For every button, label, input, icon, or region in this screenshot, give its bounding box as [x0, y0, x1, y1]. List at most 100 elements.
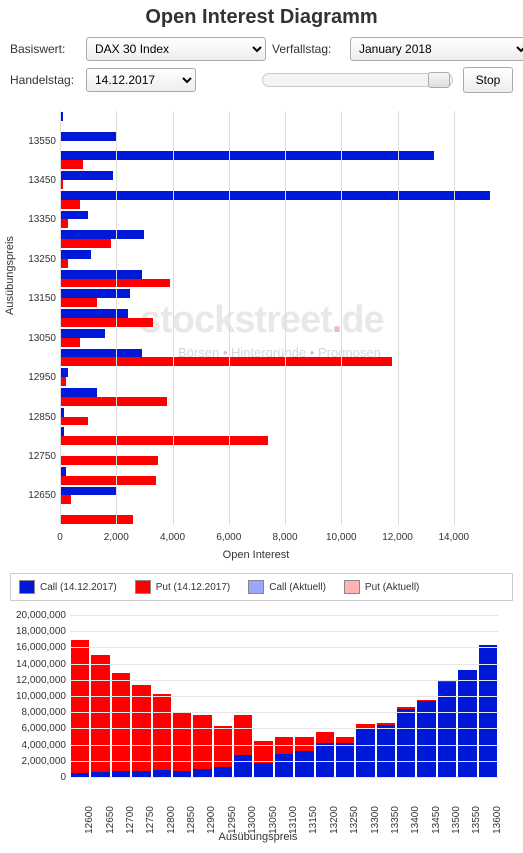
- call-bar: [60, 289, 130, 298]
- x-tick: 0: [57, 532, 63, 543]
- stacked-bar: [356, 724, 374, 777]
- x-tick-2: 13250: [349, 806, 360, 834]
- x-tick-2: 12750: [145, 806, 156, 834]
- stacked-bar: [193, 715, 211, 777]
- stacked-bar: [71, 640, 89, 777]
- call-seg: [397, 709, 415, 777]
- put-seg: [377, 723, 395, 725]
- call-bar: [60, 132, 116, 141]
- stacked-bar: [295, 737, 313, 777]
- put-bar: [60, 495, 71, 504]
- call-seg: [153, 770, 171, 777]
- handelstag-select[interactable]: 14.12.2017: [86, 68, 196, 92]
- x-tick-2: 13400: [410, 806, 421, 834]
- put-bar: [60, 160, 83, 169]
- y-tick-2: 8,000,000: [8, 707, 66, 718]
- call-bar: [60, 349, 142, 358]
- call-bar: [60, 171, 113, 180]
- put-seg: [417, 700, 435, 701]
- y-tick: 12750: [6, 451, 56, 462]
- put-seg: [316, 732, 334, 743]
- legend-label: Put (14.12.2017): [156, 582, 231, 593]
- y-tick-2: 4,000,000: [8, 740, 66, 751]
- date-slider[interactable]: [262, 73, 453, 87]
- cumulative-chart: Ausübungspreis 02,000,0004,000,0006,000,…: [8, 609, 508, 839]
- legend-item: Call (Aktuell): [248, 580, 326, 594]
- put-bar: [60, 318, 153, 327]
- x-tick: 8,000: [273, 532, 298, 543]
- put-bar: [60, 338, 80, 347]
- put-bar: [60, 259, 68, 268]
- y-tick-2: 2,000,000: [8, 756, 66, 767]
- x-tick: 6,000: [216, 532, 241, 543]
- stacked-bar: [397, 707, 415, 777]
- legend: Call (14.12.2017) Put (14.12.2017) Call (A…: [10, 573, 513, 601]
- x-tick: 12,000: [382, 532, 413, 543]
- call-bar: [60, 487, 116, 496]
- legend-swatch: [248, 580, 264, 594]
- x-tick: 4,000: [160, 532, 185, 543]
- legend-item: Put (14.12.2017): [135, 580, 231, 594]
- y-tick-2: 6,000,000: [8, 723, 66, 734]
- put-seg: [397, 707, 415, 709]
- x-tick-2: 13100: [288, 806, 299, 834]
- call-seg: [377, 725, 395, 777]
- x-tick: 10,000: [326, 532, 357, 543]
- y-tick-2: 18,000,000: [8, 626, 66, 637]
- stacked-bar: [275, 737, 293, 778]
- call-bar: [60, 250, 91, 259]
- y-tick-2: 0: [8, 772, 66, 783]
- open-interest-chart: Ausübungspreis Open Interest 02,0004,000…: [6, 105, 506, 565]
- y-tick-2: 16,000,000: [8, 642, 66, 653]
- stacked-bar: [214, 726, 232, 777]
- y-tick-2: 20,000,000: [8, 610, 66, 621]
- call-seg: [193, 769, 211, 777]
- x-tick-2: 12800: [166, 806, 177, 834]
- call-bar: [60, 270, 142, 279]
- y-tick: 12850: [6, 412, 56, 423]
- legend-swatch: [344, 580, 360, 594]
- legend-label: Put (Aktuell): [365, 582, 419, 593]
- call-bar: [60, 329, 105, 338]
- x-tick-2: 12650: [105, 806, 116, 834]
- put-bar: [60, 397, 167, 406]
- put-seg: [71, 640, 89, 773]
- y-tick-2: 12,000,000: [8, 675, 66, 686]
- put-seg: [91, 655, 109, 772]
- x-tick-2: 12950: [227, 806, 238, 834]
- put-seg: [173, 713, 191, 771]
- legend-item: Put (Aktuell): [344, 580, 419, 594]
- slider-thumb[interactable]: [428, 72, 450, 88]
- x-tick-2: 13000: [247, 806, 258, 834]
- y-tick: 13050: [6, 333, 56, 344]
- stop-button[interactable]: Stop: [463, 67, 513, 93]
- call-seg: [214, 767, 232, 777]
- x-tick-2: 13200: [329, 806, 340, 834]
- x-tick-2: 12700: [125, 806, 136, 834]
- call-bar: [60, 230, 144, 239]
- handelstag-label: Handelstag:: [10, 73, 80, 87]
- call-bar: [60, 388, 97, 397]
- put-seg: [336, 737, 354, 743]
- stacked-bar: [234, 715, 252, 777]
- legend-label: Call (14.12.2017): [40, 582, 117, 593]
- x-tick: 2,000: [104, 532, 129, 543]
- y-tick: 13450: [6, 175, 56, 186]
- stacked-bar: [336, 737, 354, 777]
- legend-label: Call (Aktuell): [269, 582, 326, 593]
- y-tick: 13250: [6, 254, 56, 265]
- verfallstag-select[interactable]: January 2018: [350, 37, 523, 61]
- call-bar: [60, 211, 88, 220]
- put-seg: [153, 694, 171, 770]
- call-bar: [60, 309, 128, 318]
- call-seg: [254, 763, 272, 777]
- stacked-bar: [479, 645, 497, 777]
- x-tick-2: 12900: [206, 806, 217, 834]
- legend-swatch: [135, 580, 151, 594]
- x-tick-2: 13350: [390, 806, 401, 834]
- basiswert-select[interactable]: DAX 30 Index: [86, 37, 266, 61]
- call-bar: [60, 368, 68, 377]
- stacked-bar: [254, 741, 272, 777]
- stacked-bar: [153, 694, 171, 777]
- call-seg: [479, 645, 497, 777]
